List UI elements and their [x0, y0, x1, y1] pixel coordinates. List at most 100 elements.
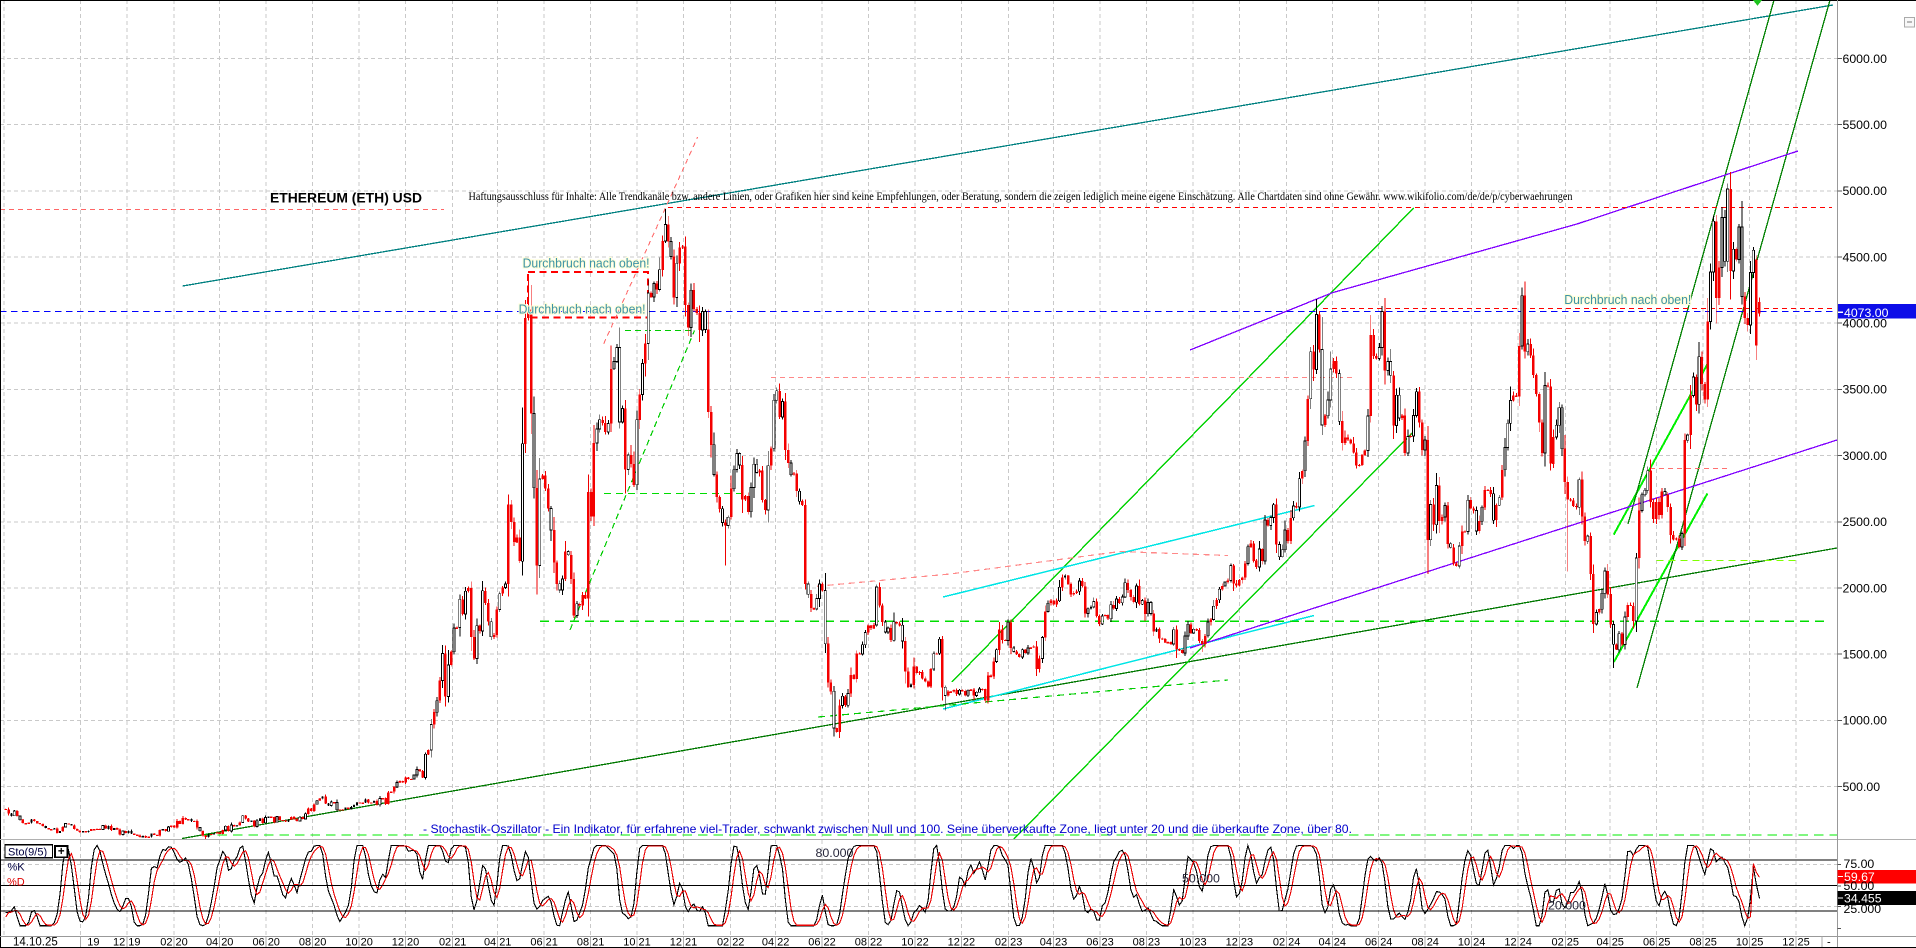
svg-text:24: 24 — [1288, 937, 1300, 948]
svg-text:10: 10 — [345, 937, 357, 948]
svg-text:23: 23 — [1055, 937, 1067, 948]
svg-text:02: 02 — [1273, 937, 1285, 948]
svg-text:50.00: 50.00 — [1844, 879, 1875, 893]
svg-text:04: 04 — [762, 937, 774, 948]
svg-text:21: 21 — [546, 937, 558, 948]
svg-text:24: 24 — [1520, 937, 1532, 948]
svg-text:22: 22 — [732, 937, 744, 948]
svg-text:19: 19 — [87, 937, 99, 948]
svg-text:Haftungsausschluss für Inhalte: Haftungsausschluss für Inhalte: Alle Tre… — [469, 189, 1573, 203]
svg-text:06: 06 — [1086, 937, 1098, 948]
svg-text:80.000: 80.000 — [816, 846, 854, 860]
svg-text:500.00: 500.00 — [1843, 780, 1881, 794]
svg-text:04: 04 — [484, 937, 496, 948]
svg-text:06: 06 — [808, 937, 820, 948]
svg-text:25: 25 — [1705, 937, 1717, 948]
svg-text:12: 12 — [1504, 937, 1516, 948]
svg-text:10: 10 — [1179, 937, 1191, 948]
svg-text:04: 04 — [206, 937, 218, 948]
svg-text:25.000: 25.000 — [1844, 902, 1882, 916]
svg-text:20: 20 — [314, 937, 326, 948]
svg-text:- Stochastik-Oszillator - Ein: - Stochastik-Oszillator - Ein Indikator,… — [423, 822, 1352, 836]
svg-text:1500.00: 1500.00 — [1843, 647, 1888, 661]
svg-text:34.455: 34.455 — [1844, 892, 1882, 906]
svg-text:25: 25 — [1658, 937, 1670, 948]
svg-text:22: 22 — [824, 937, 836, 948]
svg-text:02: 02 — [717, 937, 729, 948]
svg-text:25: 25 — [1751, 937, 1763, 948]
svg-text:23: 23 — [1148, 937, 1160, 948]
svg-text:4500.00: 4500.00 — [1843, 250, 1888, 264]
svg-text:75.00: 75.00 — [1844, 857, 1875, 871]
svg-text:08: 08 — [1133, 937, 1145, 948]
svg-text:23: 23 — [1241, 937, 1253, 948]
svg-text:02: 02 — [1552, 937, 1564, 948]
svg-text:06: 06 — [252, 937, 264, 948]
svg-text:02: 02 — [995, 937, 1007, 948]
svg-text:Durchbruch nach oben!: Durchbruch nach oben! — [523, 256, 650, 271]
svg-text:20: 20 — [361, 937, 373, 948]
svg-text:20: 20 — [407, 937, 419, 948]
svg-text:22: 22 — [963, 937, 975, 948]
svg-text:10: 10 — [1736, 937, 1748, 948]
svg-text:%D: %D — [7, 877, 25, 889]
svg-text:08: 08 — [299, 937, 311, 948]
svg-text:12: 12 — [113, 937, 125, 948]
svg-text:20: 20 — [176, 937, 188, 948]
svg-text:4000.00: 4000.00 — [1843, 317, 1888, 331]
svg-text:21: 21 — [592, 937, 604, 948]
svg-text:22: 22 — [777, 937, 789, 948]
svg-text:2500.00: 2500.00 — [1843, 515, 1888, 529]
svg-text:08: 08 — [1411, 937, 1423, 948]
svg-text:12: 12 — [1226, 937, 1238, 948]
svg-text:5000.00: 5000.00 — [1843, 184, 1888, 198]
svg-text:50.000: 50.000 — [1182, 872, 1220, 886]
svg-text:12: 12 — [670, 937, 682, 948]
svg-text:25: 25 — [1612, 937, 1624, 948]
svg-text:23: 23 — [1010, 937, 1022, 948]
svg-text:2000.00: 2000.00 — [1843, 581, 1888, 595]
svg-text:22: 22 — [870, 937, 882, 948]
svg-text:04: 04 — [1040, 937, 1052, 948]
svg-text:23: 23 — [1194, 937, 1206, 948]
svg-text:59.67: 59.67 — [1844, 870, 1875, 884]
svg-text:10: 10 — [1458, 937, 1470, 948]
svg-text:21: 21 — [454, 937, 466, 948]
svg-text:1000.00: 1000.00 — [1843, 714, 1888, 728]
svg-text:12: 12 — [1782, 937, 1794, 948]
svg-text:08: 08 — [577, 937, 589, 948]
svg-text:ETHEREUM (ETH) USD: ETHEREUM (ETH) USD — [270, 191, 422, 206]
svg-text:24: 24 — [1473, 937, 1485, 948]
svg-text:%K: %K — [8, 862, 26, 874]
svg-text:21: 21 — [499, 937, 511, 948]
svg-text:24: 24 — [1334, 937, 1346, 948]
svg-text:4073.00: 4073.00 — [1844, 306, 1889, 320]
svg-text:24: 24 — [1427, 937, 1439, 948]
svg-text:3000.00: 3000.00 — [1843, 449, 1888, 463]
svg-text:23: 23 — [1102, 937, 1114, 948]
svg-text:19: 19 — [128, 937, 140, 948]
svg-text:+: + — [58, 846, 65, 858]
svg-text:04: 04 — [1596, 937, 1608, 948]
svg-text:20.000: 20.000 — [1548, 899, 1586, 913]
svg-text:04: 04 — [1319, 937, 1331, 948]
svg-text:25: 25 — [1798, 937, 1810, 948]
svg-text:20: 20 — [268, 937, 280, 948]
svg-text:12: 12 — [392, 937, 404, 948]
svg-text:21: 21 — [639, 937, 651, 948]
svg-text:12: 12 — [948, 937, 960, 948]
svg-text:3500.00: 3500.00 — [1843, 383, 1888, 397]
svg-text:08: 08 — [1689, 937, 1701, 948]
svg-text:24: 24 — [1380, 937, 1392, 948]
svg-text:06: 06 — [1643, 937, 1655, 948]
svg-text:Durchbruch nach oben!: Durchbruch nach oben! — [1564, 292, 1691, 307]
svg-text:25: 25 — [1567, 937, 1579, 948]
svg-text:02: 02 — [160, 937, 172, 948]
svg-text:22: 22 — [917, 937, 929, 948]
svg-text:08: 08 — [855, 937, 867, 948]
svg-text:Sto(9/5): Sto(9/5) — [8, 847, 47, 859]
svg-text:-: - — [1827, 937, 1831, 948]
svg-text:21: 21 — [685, 937, 697, 948]
svg-text:10: 10 — [623, 937, 635, 948]
svg-text:06: 06 — [1365, 937, 1377, 948]
